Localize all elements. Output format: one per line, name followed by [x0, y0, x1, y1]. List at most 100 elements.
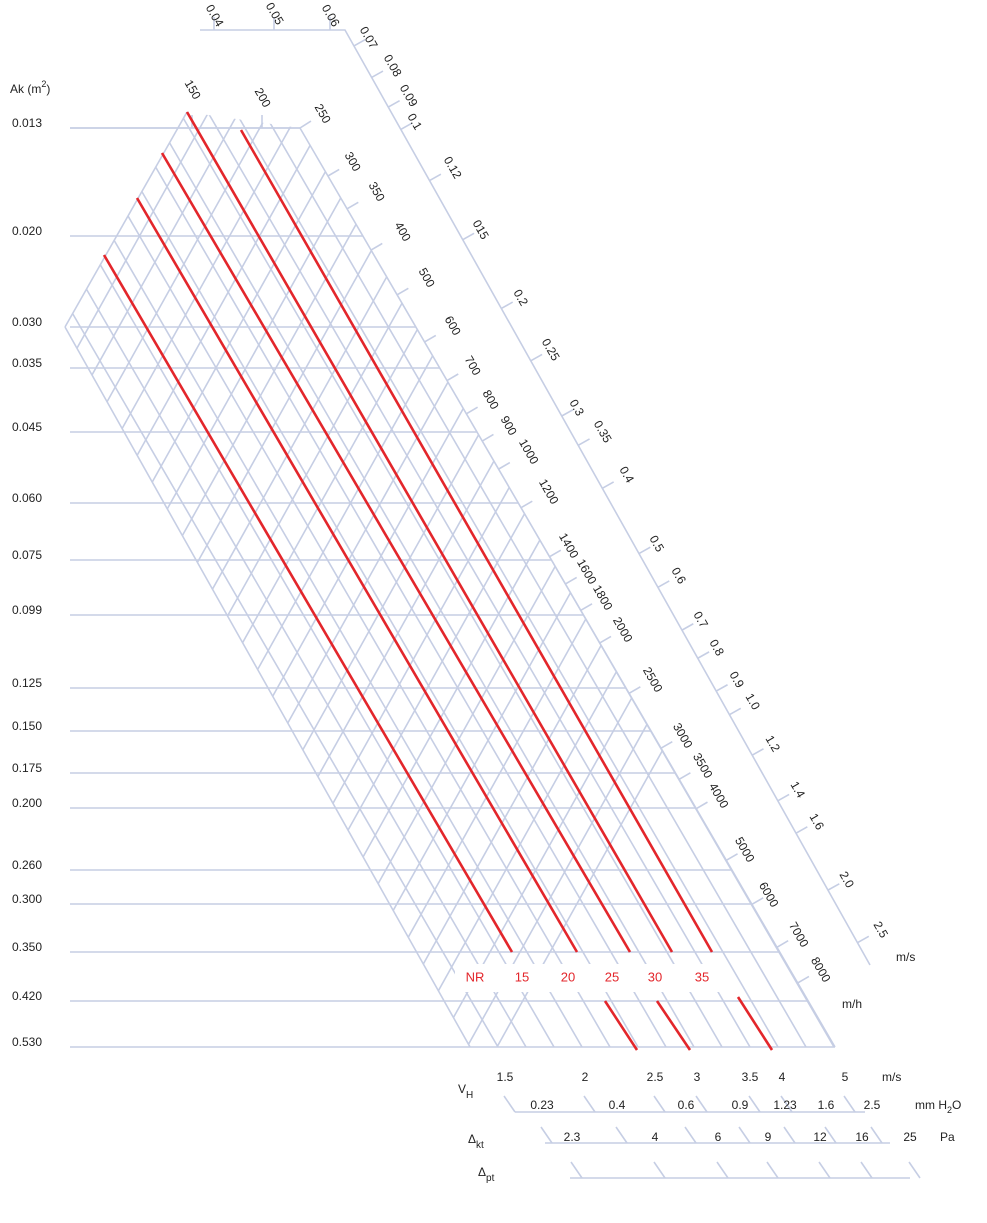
flow_axis-label: 8000 [808, 955, 834, 985]
scale-label: 2.5 [864, 1098, 881, 1112]
flow_axis-label: 4000 [706, 781, 732, 811]
velocity_axis-label: 0.1 [404, 111, 425, 133]
velocity_axis-label: 0.07 [357, 24, 381, 52]
grid-line [172, 112, 723, 1047]
velocity_axis-tick [857, 935, 870, 944]
nr-label: 15 [515, 969, 529, 984]
nr-line [655, 1000, 692, 1051]
scale-label: 3 [694, 1070, 701, 1084]
flow_axis-tick [678, 772, 691, 780]
scale-tick [824, 1126, 837, 1144]
flow_axis-tick [599, 635, 612, 644]
scale-tick [780, 1095, 793, 1113]
ak-label: 0.200 [12, 796, 42, 810]
flow_axis-tick [776, 940, 789, 948]
scale-label: 9 [765, 1130, 772, 1144]
nr-label: 20 [561, 969, 575, 984]
scale-symbol: Δkt [468, 1132, 484, 1150]
flow_axis-label: 800 [480, 387, 502, 412]
flow_axis-label: 150 [182, 77, 204, 102]
grid [65, 112, 835, 1047]
velocity_axis-label: 1.4 [787, 779, 808, 801]
flow_axis-label: 1800 [590, 583, 616, 613]
scale-symbol-main: Δ [468, 1132, 476, 1146]
scale-label: 5 [842, 1070, 849, 1084]
velocity_axis-label: 2.5 [870, 919, 891, 941]
ak-label: 0.099 [12, 603, 42, 617]
velocity_axis-label: 0.25 [539, 336, 563, 364]
scale-label: 1.23 [773, 1098, 797, 1112]
scale-label: 12 [813, 1130, 827, 1144]
grid-line [496, 112, 835, 1047]
flow_axis-label: 1600 [574, 557, 600, 587]
flow_axis-tick [465, 406, 478, 415]
content: Ak (m2)0.0130.0200.0300.0350.0450.0600.0… [10, 0, 961, 1184]
scale-label: 16 [855, 1130, 869, 1144]
velocity_axis-tick [500, 301, 514, 310]
nr-label: 35 [695, 969, 709, 984]
nr-label: 25 [605, 969, 619, 984]
grid-border [64, 326, 471, 1048]
nr-label: 30 [648, 969, 662, 984]
scale-tick [748, 1095, 761, 1113]
flow_axis-tick [299, 120, 312, 129]
scale-symbol-sub: kt [476, 1140, 484, 1151]
flow_axis-tick [565, 576, 578, 585]
flow_axis-tick [660, 740, 673, 749]
grid-border [64, 111, 188, 328]
ak-title: Ak (m2) [10, 79, 50, 96]
grid-line [65, 112, 387, 1047]
flow_axis-label: 700 [462, 353, 484, 378]
scale-tick [716, 1161, 729, 1179]
flow_axis-tick [396, 287, 409, 296]
flow_axis-label: 900 [498, 413, 520, 438]
flow_axis-label: 3500 [690, 751, 716, 781]
scale-tick [540, 1126, 553, 1144]
grid-line [466, 112, 835, 1047]
ak-label: 0.030 [12, 315, 42, 329]
velocity_axis-label: 0.09 [397, 82, 421, 110]
grid-line [65, 112, 547, 1047]
velocity_axis-label: 0.04 [203, 2, 227, 30]
flow_axis-tick [580, 603, 593, 612]
flow_axis-tick [424, 334, 437, 343]
scale-unit: m/s [882, 1070, 901, 1084]
velocity_axis-label: 0.35 [591, 418, 615, 446]
scale-tick [818, 1161, 831, 1179]
velocity_axis-tick [638, 546, 651, 555]
flow_axis-label: 1000 [516, 437, 542, 467]
flow_axis-tick [520, 500, 533, 509]
velocity_axis-line [200, 29, 871, 966]
ak-label: 0.060 [12, 491, 42, 505]
flow_axis-label: 500 [416, 265, 438, 290]
scale-label: 3.5 [742, 1070, 759, 1084]
flow_axis-label: 7000 [786, 920, 812, 950]
velocity_axis-label: 0.08 [381, 52, 405, 80]
grid-line [76, 112, 607, 1047]
velocity_axis-tick [795, 826, 808, 834]
flow_axis-tick [370, 242, 383, 251]
velocity_axis-label: 0.8 [706, 637, 727, 659]
velocity_axis-tick [729, 707, 742, 716]
scale-unit-text: mm H [915, 1098, 947, 1112]
grid-line [65, 112, 307, 1047]
scale-tick [684, 1126, 697, 1144]
ak-label: 0.150 [12, 719, 42, 733]
scale-tick [870, 1126, 883, 1144]
flow_axis-label: 2500 [640, 665, 666, 695]
velocity_axis-tick [400, 122, 413, 131]
ak-title-text: Ak (m [10, 82, 41, 96]
grid-line [65, 112, 277, 1047]
flow_axis-label: 300 [342, 149, 364, 174]
scale-tick [738, 1126, 751, 1144]
nr-line [160, 152, 632, 953]
grid-line [166, 112, 697, 1047]
velocity_axis-unit: m/s [896, 950, 915, 964]
scale-label: 0.23 [530, 1098, 554, 1112]
scale-symbol: VH [458, 1082, 473, 1100]
scale-label: 25 [903, 1130, 917, 1144]
grid-line [340, 112, 835, 1047]
grid-line [228, 112, 779, 1047]
scale-symbol-sub: pt [486, 1173, 495, 1184]
scale-tick [860, 1161, 873, 1179]
